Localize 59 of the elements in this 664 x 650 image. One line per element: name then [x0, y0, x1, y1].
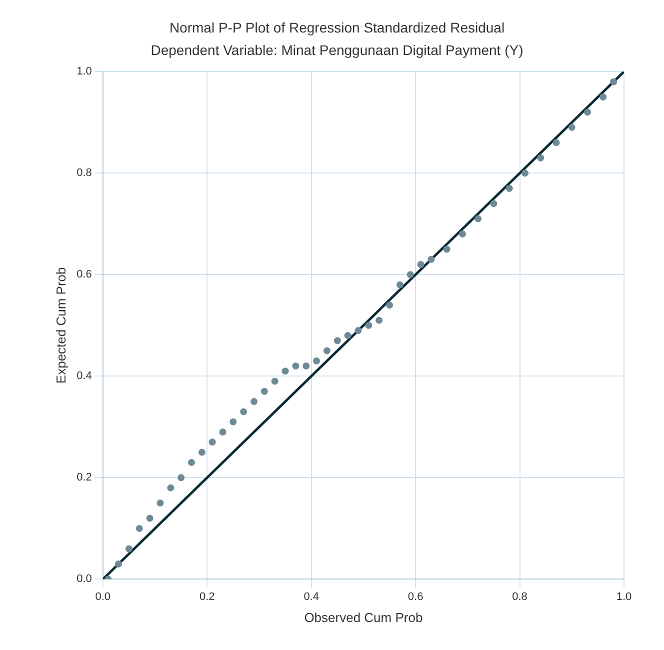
- point: [125, 545, 132, 552]
- y-tick-label: 0.4: [76, 370, 92, 382]
- point: [292, 362, 300, 370]
- point: [188, 458, 195, 466]
- point: [302, 362, 310, 370]
- y-tick-label: 0.8: [76, 167, 92, 180]
- point: [396, 281, 404, 288]
- point: [178, 474, 185, 482]
- point: [365, 322, 372, 329]
- x-tick-label: 0.6: [408, 590, 424, 603]
- point: [474, 215, 482, 222]
- point: [610, 78, 618, 86]
- point: [428, 256, 435, 263]
- point: [334, 337, 341, 344]
- point: [219, 428, 226, 436]
- point: [136, 524, 143, 532]
- point: [313, 357, 320, 364]
- point: [344, 332, 352, 340]
- point: [323, 347, 330, 354]
- point: [386, 302, 393, 309]
- x-tick-label: 0.8: [512, 590, 528, 603]
- x-tick-label: 1.0: [616, 590, 632, 603]
- point: [568, 124, 576, 131]
- point: [115, 560, 122, 568]
- point: [443, 246, 450, 253]
- point: [376, 316, 383, 324]
- point: [208, 438, 216, 446]
- point: [250, 398, 258, 406]
- point: [506, 184, 513, 192]
- y-tick-label: 1.0: [76, 66, 92, 78]
- x-tick-label: 0.2: [199, 590, 215, 603]
- point: [354, 326, 362, 334]
- chart-subtitle: Dependent Variable: Minat Penggunaan Digital Payment (Y): [150, 42, 524, 58]
- point: [260, 388, 268, 395]
- point: [490, 200, 498, 208]
- y-axis-title: Expected Cum Prob: [53, 267, 68, 384]
- point: [156, 500, 164, 507]
- point: [167, 484, 174, 492]
- y-tick-label: 0.0: [76, 573, 92, 586]
- point: [406, 271, 414, 278]
- point: [417, 260, 424, 268]
- point: [584, 108, 592, 116]
- chart-title: Normal P-P Plot of Regression Standardized Residual: [169, 19, 505, 36]
- point: [271, 378, 278, 385]
- point: [537, 154, 544, 162]
- point: [552, 139, 560, 146]
- point: [146, 514, 154, 522]
- point: [600, 93, 607, 100]
- x-tick-label: 0.4: [304, 590, 319, 603]
- point: [198, 448, 206, 456]
- point: [521, 170, 528, 177]
- point: [458, 230, 466, 238]
- x-tick-label: 0.0: [95, 590, 111, 603]
- y-tick-label: 0.2: [76, 472, 92, 484]
- point: [282, 368, 289, 375]
- point: [240, 408, 248, 416]
- x-axis-title: Observed Cum Prob: [304, 610, 423, 625]
- y-tick-label: 0.6: [76, 268, 92, 281]
- point: [230, 418, 237, 426]
